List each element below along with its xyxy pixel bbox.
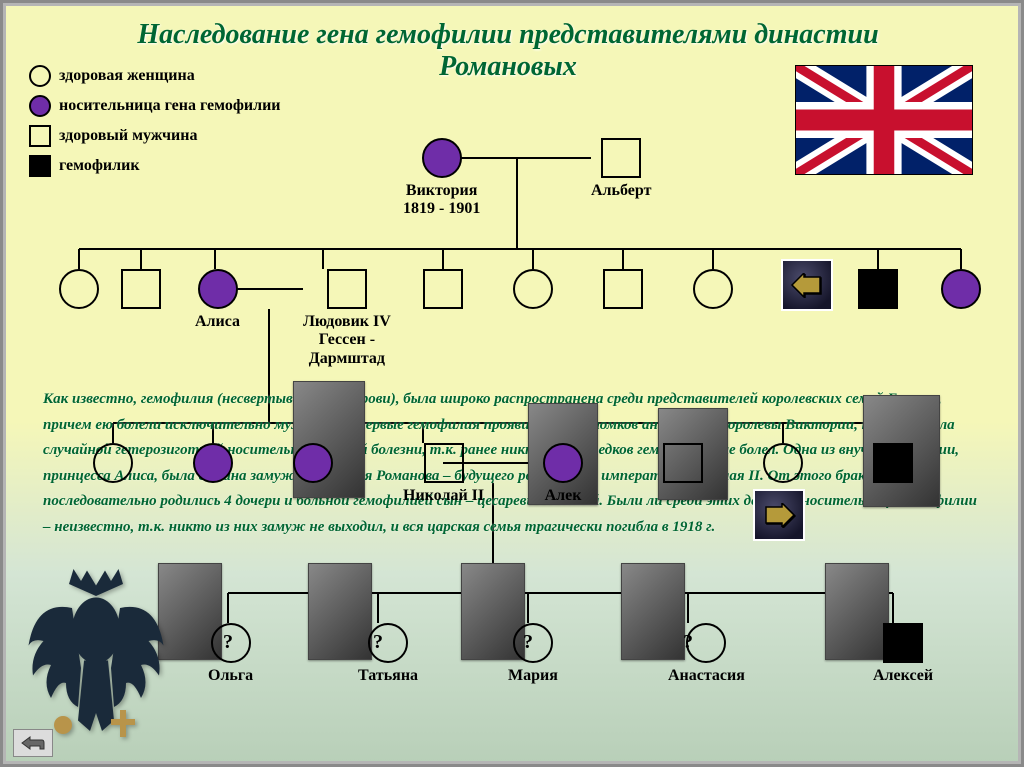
person-symbol (883, 623, 923, 663)
legend-label: здоровый мужчина (59, 127, 197, 145)
legend-item: здоровый мужчина (29, 125, 197, 147)
person-label: Виктория 1819 - 1901 (403, 182, 480, 219)
person-g2-5 (423, 269, 463, 309)
person-symbol (693, 269, 733, 309)
person-symbol (763, 443, 803, 483)
unknown-status-mark: ? (683, 631, 693, 654)
uk-flag-icon (795, 65, 973, 175)
legend-symbol (29, 125, 51, 147)
person-g2-10 (941, 269, 981, 309)
person-symbol (603, 269, 643, 309)
person-symbol (663, 443, 703, 483)
person-victoria: Виктория 1819 - 1901 (403, 138, 480, 219)
pedigree-diagram: Наследование гена гемофилии представител… (0, 0, 1024, 767)
person-label: Ольга (208, 667, 253, 685)
person-symbol (858, 269, 898, 309)
person-ludwig: Людовик IV Гессен - Дармштад (303, 269, 391, 368)
diagram-title: Наследование гена гемофилии представител… (113, 19, 903, 83)
person-symbol (423, 269, 463, 309)
person-alex: Алек (543, 443, 583, 505)
person-g2-6 (513, 269, 553, 309)
person-alisa: Алиса (195, 269, 240, 331)
person-anastasia: ? Анастасия (668, 623, 745, 685)
person-g3-2 (193, 443, 233, 483)
title-line2: Романовых (439, 51, 577, 82)
legend-item: носительница гена гемофилии (29, 95, 281, 117)
legend-symbol (29, 65, 51, 87)
person-symbol (327, 269, 367, 309)
person-g3-6 (663, 443, 703, 483)
person-symbol (93, 443, 133, 483)
unknown-status-mark: ? (523, 631, 533, 654)
person-symbol (193, 443, 233, 483)
unknown-status-mark: ? (373, 631, 383, 654)
person-alexei: Алексей (873, 623, 933, 685)
title-line1: Наследование гена гемофилии представител… (137, 19, 878, 50)
person-symbol (513, 269, 553, 309)
description-text: Как известно, гемофилия (несвертываемост… (43, 387, 983, 540)
person-g2-2 (121, 269, 161, 309)
person-label: Анастасия (668, 667, 745, 685)
person-maria: ? Мария (508, 623, 558, 685)
person-symbol (543, 443, 583, 483)
legend-item: здоровая женщина (29, 65, 195, 87)
nav-forward-button[interactable] (753, 489, 805, 541)
person-symbol (198, 269, 238, 309)
legend-symbol (29, 155, 51, 177)
person-albert: Альберт (591, 138, 651, 200)
person-g2-1 (59, 269, 99, 309)
person-tatiana: ? Татьяна (358, 623, 418, 685)
person-symbol (293, 443, 333, 483)
person-symbol (59, 269, 99, 309)
person-g3-1 (93, 443, 133, 483)
person-symbol (121, 269, 161, 309)
legend-label: здоровая женщина (59, 67, 195, 85)
person-g2-8 (693, 269, 733, 309)
legend-symbol (29, 95, 51, 117)
person-symbol (601, 138, 641, 178)
person-symbol (424, 443, 464, 483)
legend-label: гемофилик (59, 157, 140, 175)
person-label: Николай II (403, 487, 484, 505)
person-label: Альберт (591, 182, 651, 200)
person-g2-7 (603, 269, 643, 309)
person-symbol (873, 443, 913, 483)
unknown-status-mark: ? (223, 631, 233, 654)
corner-return-button[interactable] (13, 729, 53, 757)
legend-label: носительница гена гемофилии (59, 97, 281, 115)
person-g3-8 (873, 443, 913, 483)
legend-item: гемофилик (29, 155, 140, 177)
person-olga: ? Ольга (208, 623, 253, 685)
person-label: Мария (508, 667, 558, 685)
person-label: Алиса (195, 313, 240, 331)
russian-eagle-icon (21, 563, 171, 743)
person-label: Татьяна (358, 667, 418, 685)
person-label: Алек (545, 487, 582, 505)
person-g3-7 (763, 443, 803, 483)
person-nicholas: Николай II (403, 443, 484, 505)
person-g2-9 (858, 269, 898, 309)
person-g3-3 (293, 443, 333, 483)
person-symbol (941, 269, 981, 309)
person-label: Людовик IV Гессен - Дармштад (303, 313, 391, 368)
person-symbol (422, 138, 462, 178)
person-label: Алексей (873, 667, 933, 685)
nav-back-button[interactable] (781, 259, 833, 311)
